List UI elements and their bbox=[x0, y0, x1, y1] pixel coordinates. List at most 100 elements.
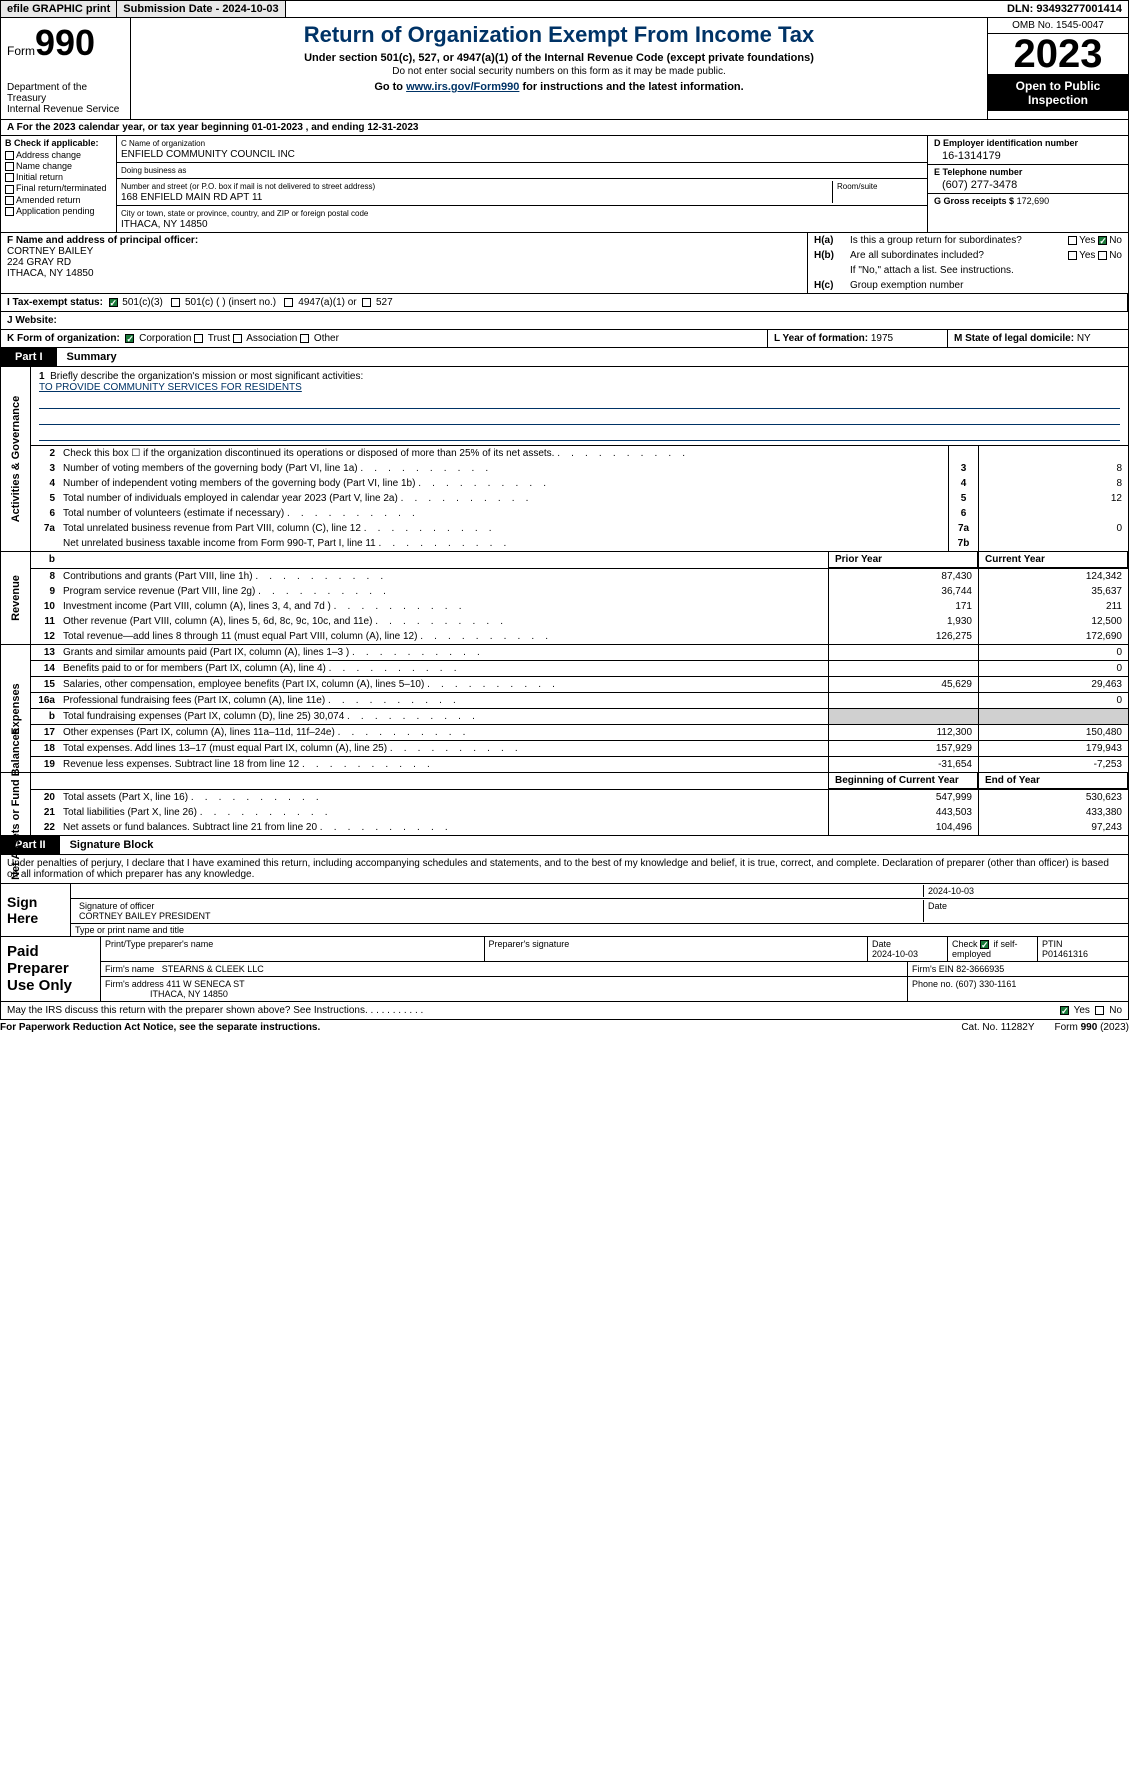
row-klm: K Form of organization: Corporation Trus… bbox=[0, 330, 1129, 348]
h-note: If "No," attach a list. See instructions… bbox=[850, 265, 1122, 276]
expenses-block: Expenses 13Grants and similar amounts pa… bbox=[0, 645, 1129, 773]
h-c-text: Group exemption number bbox=[850, 280, 1122, 291]
tel-value: (607) 277-3478 bbox=[934, 179, 1122, 191]
vtab-governance: Activities & Governance bbox=[1, 367, 31, 551]
mission-block: 1 Briefly describe the organization's mi… bbox=[31, 367, 1128, 446]
line-8: 8Contributions and grants (Part VIII, li… bbox=[31, 569, 1128, 584]
form-subtitle: Under section 501(c), 527, or 4947(a)(1)… bbox=[139, 52, 979, 64]
officer-label: F Name and address of principal officer: bbox=[7, 235, 198, 246]
inspection-badge: Open to Public Inspection bbox=[988, 75, 1128, 111]
formation-label: L Year of formation: bbox=[774, 333, 868, 344]
line-15: 15Salaries, other compensation, employee… bbox=[31, 677, 1128, 693]
gross-label: G Gross receipts $ 172,690 bbox=[934, 196, 1049, 206]
part-i-num: Part I bbox=[1, 348, 57, 366]
chk-initial-return[interactable]: Initial return bbox=[5, 172, 112, 182]
officer-addr2: ITHACA, NY 14850 bbox=[7, 268, 94, 279]
part-i-body: Activities & Governance 1 Briefly descri… bbox=[0, 367, 1129, 552]
sign-here-label: Sign Here bbox=[1, 884, 71, 936]
net-header-row: Beginning of Current YearEnd of Year bbox=[31, 773, 1128, 790]
top-bar: efile GRAPHIC print Submission Date - 20… bbox=[0, 0, 1129, 18]
org-name: ENFIELD COMMUNITY COUNCIL INC bbox=[121, 149, 923, 160]
dln-label: DLN: 93493277001414 bbox=[1001, 1, 1128, 17]
paperwork-notice: For Paperwork Reduction Act Notice, see … bbox=[0, 1022, 941, 1033]
date-label: Date bbox=[928, 901, 947, 911]
part-ii-title: Signature Block bbox=[60, 836, 1128, 854]
website-label: J Website: bbox=[7, 315, 57, 326]
ein-label: D Employer identification number bbox=[934, 138, 1078, 148]
net-assets-block: Net Assets or Fund Balances Beginning of… bbox=[0, 773, 1129, 836]
tax-year: 2023 bbox=[988, 34, 1128, 75]
form-prefix: Form bbox=[7, 44, 35, 58]
officer-name: CORTNEY BAILEY bbox=[7, 246, 93, 257]
row-j: J Website: bbox=[0, 312, 1129, 330]
line-13: 13Grants and similar amounts paid (Part … bbox=[31, 645, 1128, 661]
org-name-label: C Name of organization bbox=[121, 139, 205, 148]
firm-addr2: ITHACA, NY 14850 bbox=[150, 989, 228, 999]
paid-preparer-block: Paid Preparer Use Only Print/Type prepar… bbox=[0, 937, 1129, 1002]
line-18: 18Total expenses. Add lines 13–17 (must … bbox=[31, 741, 1128, 757]
line-4: 4Number of independent voting members of… bbox=[31, 476, 1128, 491]
chk-final-return[interactable]: Final return/terminated bbox=[5, 183, 112, 193]
firm-name: STEARNS & CLEEK LLC bbox=[162, 964, 264, 974]
firm-ein: 82-3666935 bbox=[956, 964, 1004, 974]
org-form-label: K Form of organization: bbox=[7, 333, 120, 344]
chk-name-change[interactable]: Name change bbox=[5, 161, 112, 171]
addr-label: Number and street (or P.O. box if mail i… bbox=[121, 182, 375, 191]
sign-here-block: Sign Here 2024-10-03 Signature of office… bbox=[0, 884, 1129, 937]
row-i: I Tax-exempt status: 501(c)(3) 501(c) ( … bbox=[0, 294, 1129, 312]
domicile-label: M State of legal domicile: bbox=[954, 333, 1074, 344]
col-b-label: B Check if applicable: bbox=[5, 138, 112, 148]
column-b: B Check if applicable: Address change Na… bbox=[1, 136, 117, 232]
line-9: 9Program service revenue (Part VIII, lin… bbox=[31, 584, 1128, 599]
dba-label: Doing business as bbox=[121, 166, 186, 175]
cat-no: Cat. No. 11282Y bbox=[941, 1022, 1054, 1033]
line-b: bTotal fundraising expenses (Part IX, co… bbox=[31, 709, 1128, 725]
line-2: 2Check this box ☐ if the organization di… bbox=[31, 446, 1128, 461]
section-bcd: B Check if applicable: Address change Na… bbox=[0, 136, 1129, 233]
page-footer: For Paperwork Reduction Act Notice, see … bbox=[0, 1020, 1129, 1035]
line-12: 12Total revenue—add lines 8 through 11 (… bbox=[31, 629, 1128, 644]
chk-address-change[interactable]: Address change bbox=[5, 150, 112, 160]
form-link-line: Go to www.irs.gov/Form990 for instructio… bbox=[139, 81, 979, 93]
part-i-header: Part I Summary bbox=[0, 348, 1129, 367]
column-c: C Name of organizationENFIELD COMMUNITY … bbox=[117, 136, 928, 232]
mission-text: TO PROVIDE COMMUNITY SERVICES FOR RESIDE… bbox=[39, 382, 302, 393]
chk-amended-return[interactable]: Amended return bbox=[5, 195, 112, 205]
dept-label: Department of the Treasury Internal Reve… bbox=[7, 82, 124, 115]
form-title: Return of Organization Exempt From Incom… bbox=[139, 22, 979, 48]
chk-application-pending[interactable]: Application pending bbox=[5, 206, 112, 216]
irs-link[interactable]: www.irs.gov/Form990 bbox=[406, 81, 519, 93]
line-7a: 7aTotal unrelated business revenue from … bbox=[31, 521, 1128, 536]
firm-phone: (607) 330-1161 bbox=[956, 979, 1017, 989]
preparer-date: 2024-10-03 bbox=[872, 949, 918, 959]
form-number: 990 bbox=[35, 22, 95, 63]
line-19: 19Revenue less expenses. Subtract line 1… bbox=[31, 757, 1128, 772]
column-h: H(a)Is this a group return for subordina… bbox=[808, 233, 1128, 293]
vtab-net-assets: Net Assets or Fund Balances bbox=[1, 773, 31, 835]
h-a-text: Is this a group return for subordinates? bbox=[850, 235, 1068, 246]
line-10: 10Investment income (Part VIII, column (… bbox=[31, 599, 1128, 614]
paid-preparer-label: Paid Preparer Use Only bbox=[1, 937, 101, 1001]
city-value: ITHACA, NY 14850 bbox=[121, 219, 923, 230]
form-note: Do not enter social security numbers on … bbox=[139, 66, 979, 77]
addr-value: 168 ENFIELD MAIN RD APT 11 bbox=[121, 192, 832, 203]
sign-date: 2024-10-03 bbox=[928, 886, 974, 896]
submission-date: Submission Date - 2024-10-03 bbox=[117, 1, 285, 17]
section-fh: F Name and address of principal officer:… bbox=[0, 233, 1129, 294]
ein-value: 16-1314179 bbox=[934, 150, 1122, 162]
preparer-name-label: Print/Type preparer's name bbox=[101, 937, 485, 961]
form-footer-label: Form 990 (2023) bbox=[1055, 1022, 1129, 1033]
name-title-label: Type or print name and title bbox=[75, 925, 184, 935]
part-ii-header: Part II Signature Block bbox=[0, 836, 1129, 855]
revenue-block: Revenue bPrior YearCurrent Year 8Contrib… bbox=[0, 552, 1129, 645]
firm-addr1: 411 W SENECA ST bbox=[166, 979, 244, 989]
signer-name: CORTNEY BAILEY PRESIDENT bbox=[79, 911, 211, 921]
h-b-text: Are all subordinates included? bbox=[850, 250, 1068, 261]
revenue-header-row: bPrior YearCurrent Year bbox=[31, 552, 1128, 569]
line-14: 14Benefits paid to or for members (Part … bbox=[31, 661, 1128, 677]
tel-label: E Telephone number bbox=[934, 167, 1022, 177]
line-16a: 16aProfessional fundraising fees (Part I… bbox=[31, 693, 1128, 709]
line-20: 20Total assets (Part X, line 16)547,9995… bbox=[31, 790, 1128, 805]
efile-print-button[interactable]: efile GRAPHIC print bbox=[1, 1, 117, 17]
preparer-sig-label: Preparer's signature bbox=[485, 937, 869, 961]
